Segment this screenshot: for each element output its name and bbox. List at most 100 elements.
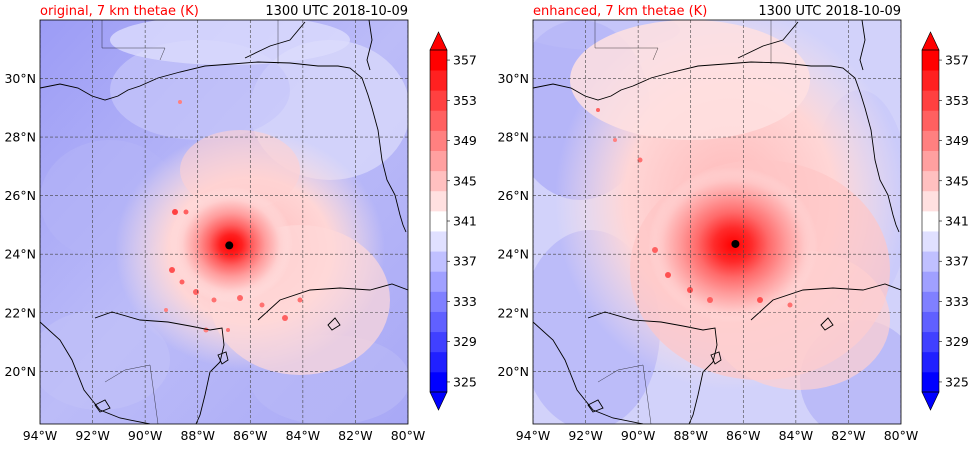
panel-title-left: enhanced, 7 km thetae (K)	[533, 4, 707, 19]
colorbar-segment	[922, 251, 939, 272]
colorbar-segment	[922, 291, 939, 312]
colorbar-segment	[922, 70, 939, 91]
map-frame	[532, 19, 902, 425]
colorbar-segment	[922, 170, 939, 192]
colorbar-enhanced: 325 329 333 337 341 345 349 353 357	[921, 31, 969, 411]
colorbar-segment	[922, 271, 939, 292]
colorbar-segment	[430, 231, 447, 252]
panel-enhanced: enhanced, 7 km thetae (K) 1300 UTC 2018-…	[497, 4, 968, 443]
colorbar-tick-label: 349	[945, 133, 969, 148]
colorbar-segment	[922, 50, 939, 71]
colorbar-segment	[430, 271, 447, 292]
map-area-original	[40, 20, 408, 424]
lon-tick-label: 94°W	[516, 428, 551, 443]
colorbar-tick-label: 325	[945, 374, 969, 389]
colorbar-tick-label: 337	[945, 254, 969, 269]
lon-tick-label: 92°W	[568, 428, 603, 443]
lat-tick-label: 24°N	[4, 247, 36, 262]
colorbar-segment	[430, 351, 447, 373]
lon-tick-label: 86°W	[233, 428, 268, 443]
lat-tick-label: 28°N	[497, 130, 529, 145]
colorbar-tick-label: 341	[453, 214, 477, 229]
lat-tick-label: 30°N	[4, 71, 36, 86]
colorbar-segment	[430, 110, 447, 131]
colorbar-segment	[922, 351, 939, 373]
colorbar-tick-label: 333	[453, 294, 477, 309]
colorbar-segment	[430, 210, 447, 232]
lon-tick-labels: 94°W 92°W 90°W 88°W 86°W 84°W 82°W 80°W	[516, 428, 919, 443]
coastline	[40, 20, 408, 424]
colorbar-segment	[430, 70, 447, 91]
colorbar-segment	[430, 311, 447, 333]
colorbar-segment	[430, 150, 447, 172]
lon-tick-label: 90°W	[128, 428, 163, 443]
colorbar-tick-label: 341	[945, 214, 969, 229]
colorbar-segment	[922, 210, 939, 232]
colorbar-tick-label: 337	[453, 254, 477, 269]
colorbar-segment	[430, 90, 447, 111]
colorbar-segment	[430, 190, 447, 212]
panel-original: original, 7 km thetae (K) 1300 UTC 2018-…	[4, 4, 476, 443]
lon-tick-labels: 94°W 92°W 90°W 88°W 86°W 84°W 82°W 80°W	[23, 428, 426, 443]
lat-tick-label: 26°N	[4, 188, 36, 203]
coastline	[533, 20, 901, 424]
colorbar-extend-max	[429, 31, 448, 51]
lon-tick-label: 82°W	[338, 428, 373, 443]
lat-tick-label: 20°N	[4, 364, 36, 379]
lon-tick-label: 80°W	[884, 428, 919, 443]
colorbar-tick-label: 333	[945, 294, 969, 309]
panel-title-right: 1300 UTC 2018-10-09	[758, 4, 901, 19]
lat-tick-label: 26°N	[497, 188, 529, 203]
lat-tick-label: 22°N	[497, 305, 529, 320]
colorbar-tick-label: 357	[453, 53, 477, 68]
lon-tick-label: 88°W	[673, 428, 708, 443]
colorbar-segment	[922, 130, 939, 151]
storm-center-marker	[225, 241, 234, 250]
borders	[101, 20, 279, 424]
lon-tick-label: 86°W	[726, 428, 761, 443]
colorbar-segment	[922, 150, 939, 172]
colorbar-segment	[430, 331, 447, 353]
colorbar-extend-max	[921, 31, 940, 51]
colorbar-tick-label: 345	[453, 173, 477, 188]
colorbar-tick-label: 325	[453, 374, 477, 389]
lat-tick-labels: 20°N 22°N 24°N 26°N 28°N 30°N	[497, 71, 529, 379]
colorbar-extend-min	[921, 391, 940, 411]
map-frame	[39, 19, 409, 425]
map-area-enhanced	[533, 20, 901, 424]
colorbar-tick-label: 353	[453, 93, 477, 108]
lon-tick-label: 84°W	[286, 428, 321, 443]
colorbar-segment	[922, 331, 939, 353]
colorbar-original: 325 329 333 337 341 345 349 353 357	[429, 31, 477, 411]
gridlines-original	[40, 20, 408, 424]
colorbar-tick-label: 353	[945, 93, 969, 108]
colorbar-segment	[922, 371, 939, 393]
colorbar-tick-label: 329	[453, 334, 477, 349]
colorbar-segment	[430, 130, 447, 151]
colorbar-segment	[922, 90, 939, 111]
colorbar-extend-min	[429, 391, 448, 411]
colorbar-segment	[430, 291, 447, 312]
panel-title-left: original, 7 km thetae (K)	[40, 4, 199, 19]
lon-tick-label: 80°W	[391, 428, 426, 443]
lat-tick-labels: 20°N 22°N 24°N 26°N 28°N 30°N	[4, 71, 36, 379]
lat-tick-label: 28°N	[4, 130, 36, 145]
lon-tick-label: 94°W	[23, 428, 58, 443]
colorbar-segment	[922, 311, 939, 333]
colorbar-segment	[922, 110, 939, 131]
lat-tick-label: 24°N	[497, 247, 529, 262]
colorbar-tick-label: 329	[945, 334, 969, 349]
colorbar-segment	[430, 170, 447, 192]
storm-center-marker	[731, 239, 740, 248]
borders	[594, 20, 772, 424]
colorbar-segment	[922, 190, 939, 212]
gridlines-enhanced	[533, 20, 901, 424]
lon-tick-label: 92°W	[75, 428, 110, 443]
lon-tick-label: 88°W	[180, 428, 215, 443]
panel-title-right: 1300 UTC 2018-10-09	[265, 4, 408, 19]
lon-tick-label: 84°W	[779, 428, 814, 443]
lon-tick-label: 90°W	[621, 428, 656, 443]
colorbar-segment	[430, 50, 447, 71]
colorbar-tick-label: 357	[945, 53, 969, 68]
